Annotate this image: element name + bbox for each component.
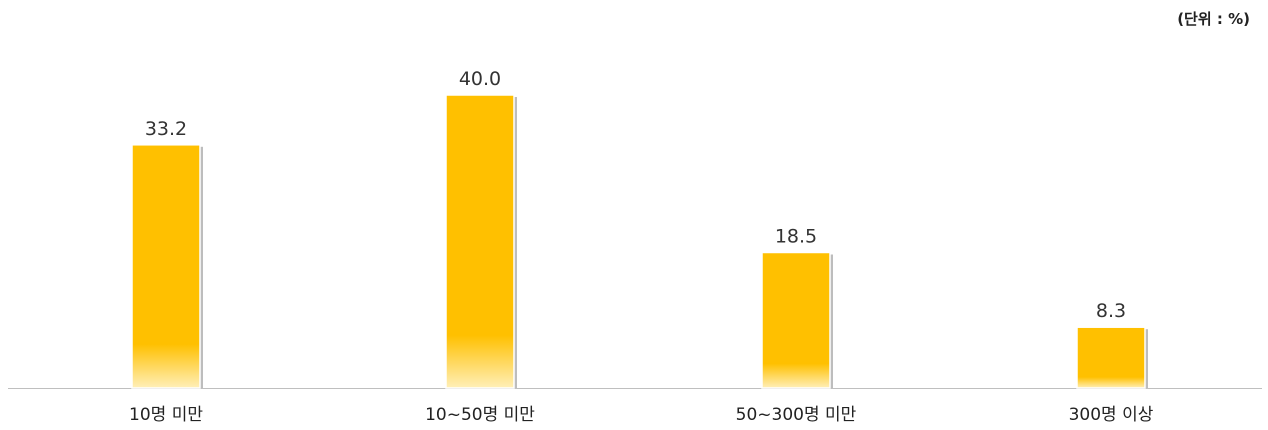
category-label-3: 50~300명 미만 bbox=[736, 405, 857, 425]
value-labels-group: 33.2 40.0 18.5 8.3 bbox=[145, 68, 1126, 322]
category-label-4: 300명 이상 bbox=[1069, 405, 1154, 425]
bar-4 bbox=[1076, 326, 1146, 389]
bar-3 bbox=[761, 251, 831, 389]
value-label-1: 33.2 bbox=[145, 118, 187, 140]
value-label-2: 40.0 bbox=[459, 68, 501, 90]
bars-group bbox=[131, 94, 1148, 389]
bar-2 bbox=[445, 94, 515, 389]
unit-label: (단위 : %) bbox=[1177, 10, 1250, 28]
bar-1 bbox=[131, 144, 201, 389]
category-label-2: 10~50명 미만 bbox=[425, 405, 535, 425]
value-label-3: 18.5 bbox=[775, 225, 817, 247]
category-label-1: 10명 미만 bbox=[129, 405, 203, 425]
value-label-4: 8.3 bbox=[1096, 300, 1126, 322]
category-labels-group: 10명 미만 10~50명 미만 50~300명 미만 300명 이상 bbox=[129, 405, 1154, 425]
